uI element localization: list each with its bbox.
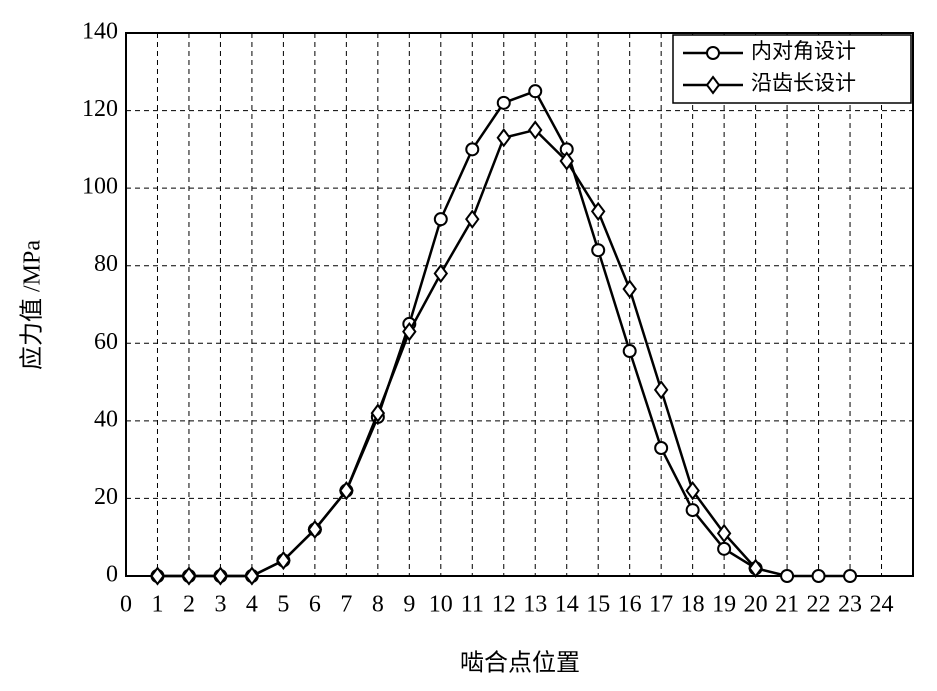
circle-marker xyxy=(433,212,448,227)
diamond-marker xyxy=(213,566,228,586)
circle-marker xyxy=(528,84,543,99)
diamond-marker xyxy=(150,566,165,586)
diamond-marker xyxy=(465,209,480,229)
x-tick-label: 14 xyxy=(555,592,579,618)
x-axis-label: 啮合点位置 xyxy=(460,650,580,677)
circle-marker xyxy=(465,142,480,157)
diamond-marker xyxy=(339,481,354,501)
y-tick-label: 20 xyxy=(94,484,118,510)
x-tick-label: 22 xyxy=(807,592,831,618)
diamond-marker xyxy=(276,550,291,571)
plot-frame xyxy=(125,32,914,577)
diamond-marker xyxy=(622,279,637,299)
x-tick-label: 2 xyxy=(183,592,195,618)
diamond-marker xyxy=(402,321,417,342)
x-tick-label: 8 xyxy=(372,592,384,618)
x-tick-label: 23 xyxy=(838,592,862,618)
x-tick-label: 0 xyxy=(120,592,132,618)
x-tick-label: 16 xyxy=(618,592,642,618)
legend-label: 内对角设计 xyxy=(751,39,856,63)
x-tick-label: 9 xyxy=(403,592,415,618)
y-tick-label: 120 xyxy=(82,96,118,122)
circle-marker xyxy=(780,569,795,583)
x-tick-label: 1 xyxy=(151,592,163,618)
diamond-marker xyxy=(496,128,512,148)
y-tick-label: 60 xyxy=(94,329,118,355)
x-tick-label: 6 xyxy=(309,592,321,618)
diamond-marker xyxy=(433,263,449,284)
x-tick-label: 20 xyxy=(744,592,768,618)
y-tick-label: 100 xyxy=(82,174,118,200)
x-tick-label: 7 xyxy=(340,592,352,618)
diamond-marker xyxy=(748,558,763,578)
circle-marker xyxy=(717,541,732,556)
x-tick-label: 3 xyxy=(214,592,226,618)
y-tick-label: 80 xyxy=(94,251,118,277)
x-tick-label: 21 xyxy=(775,592,799,618)
y-tick-label: 40 xyxy=(94,406,118,432)
diamond-marker xyxy=(307,519,323,540)
circle-marker xyxy=(496,95,511,110)
circle-marker xyxy=(591,243,606,258)
diamond-marker xyxy=(590,201,606,222)
circle-marker xyxy=(811,569,826,583)
diamond-marker xyxy=(685,481,700,501)
x-tick-label: 11 xyxy=(461,592,484,618)
x-tick-label: 4 xyxy=(246,592,258,618)
x-tick-label: 19 xyxy=(712,592,736,618)
circle-marker xyxy=(685,503,700,518)
y-tick-label: 140 xyxy=(82,19,118,45)
diamond-marker xyxy=(244,566,260,586)
x-tick-label: 15 xyxy=(586,592,610,618)
diamond-marker xyxy=(653,380,669,400)
diamond-marker xyxy=(181,566,197,586)
x-tick-label: 10 xyxy=(429,592,453,618)
x-tick-label: 13 xyxy=(523,592,547,618)
x-tick-label: 17 xyxy=(649,592,673,618)
x-tick-label: 24 xyxy=(870,592,894,618)
diamond-marker xyxy=(716,523,732,544)
y-tick-label: 0 xyxy=(106,562,118,588)
circle-marker xyxy=(622,344,637,359)
x-tick-label: 12 xyxy=(492,592,516,618)
legend-label: 沿齿长设计 xyxy=(751,71,856,95)
diamond-marker xyxy=(527,120,543,140)
x-tick-label: 5 xyxy=(277,592,289,618)
x-tick-label: 18 xyxy=(681,592,705,618)
circle-marker xyxy=(843,569,858,583)
diamond-marker xyxy=(370,403,386,423)
circle-marker xyxy=(706,46,720,60)
diamond-marker xyxy=(559,151,574,171)
diamond-marker xyxy=(705,75,721,95)
y-axis-label: 应力值 /MPa xyxy=(19,240,46,370)
circle-marker xyxy=(654,441,669,456)
series-line xyxy=(157,128,757,578)
